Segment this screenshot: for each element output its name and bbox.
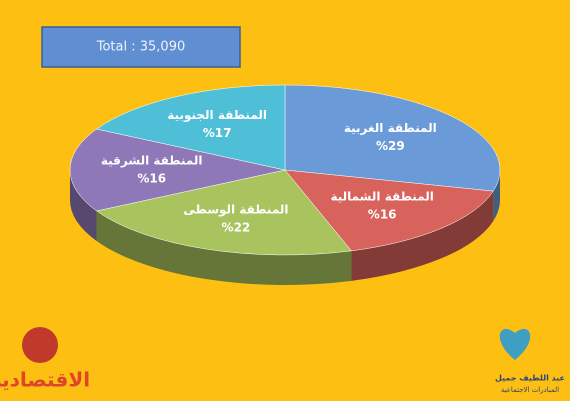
logo-heart <box>499 328 531 360</box>
slice-label: المنطقة الشرقية <box>101 154 203 168</box>
logo-right-line2: المبادرات الاجتماعية <box>501 386 559 394</box>
slice-label: المنطقة الغربية <box>344 121 437 135</box>
value-label: %16 <box>368 208 397 222</box>
slice <box>69 128 286 212</box>
value-label: %22 <box>222 220 251 234</box>
total-box <box>41 26 241 68</box>
slice-side <box>351 191 494 281</box>
total-label: Total : 35,090 <box>96 40 186 55</box>
slice-label: المنطقة الجنوبية <box>167 108 267 123</box>
logo-mark <box>22 327 58 363</box>
slice-side <box>70 170 97 241</box>
slice-label: المنطقة الشمالية <box>330 190 433 204</box>
slice <box>284 84 501 192</box>
slice-side <box>493 170 500 222</box>
slice-side <box>96 210 352 286</box>
value-label: %16 <box>137 172 166 186</box>
slice <box>95 84 286 171</box>
slice <box>95 169 352 256</box>
logo-left: الاقتصادية <box>0 368 90 392</box>
slice <box>284 169 494 252</box>
slice-label: المنطقة الوسطى <box>183 202 288 217</box>
value-label: %29 <box>376 139 405 153</box>
value-label: %17 <box>203 126 232 140</box>
pie: المنطقة الغربية %29 المنطقة الشمالية %16 الم… <box>69 84 501 286</box>
logo-right-line1: عبد اللطيف جميل <box>495 374 565 383</box>
